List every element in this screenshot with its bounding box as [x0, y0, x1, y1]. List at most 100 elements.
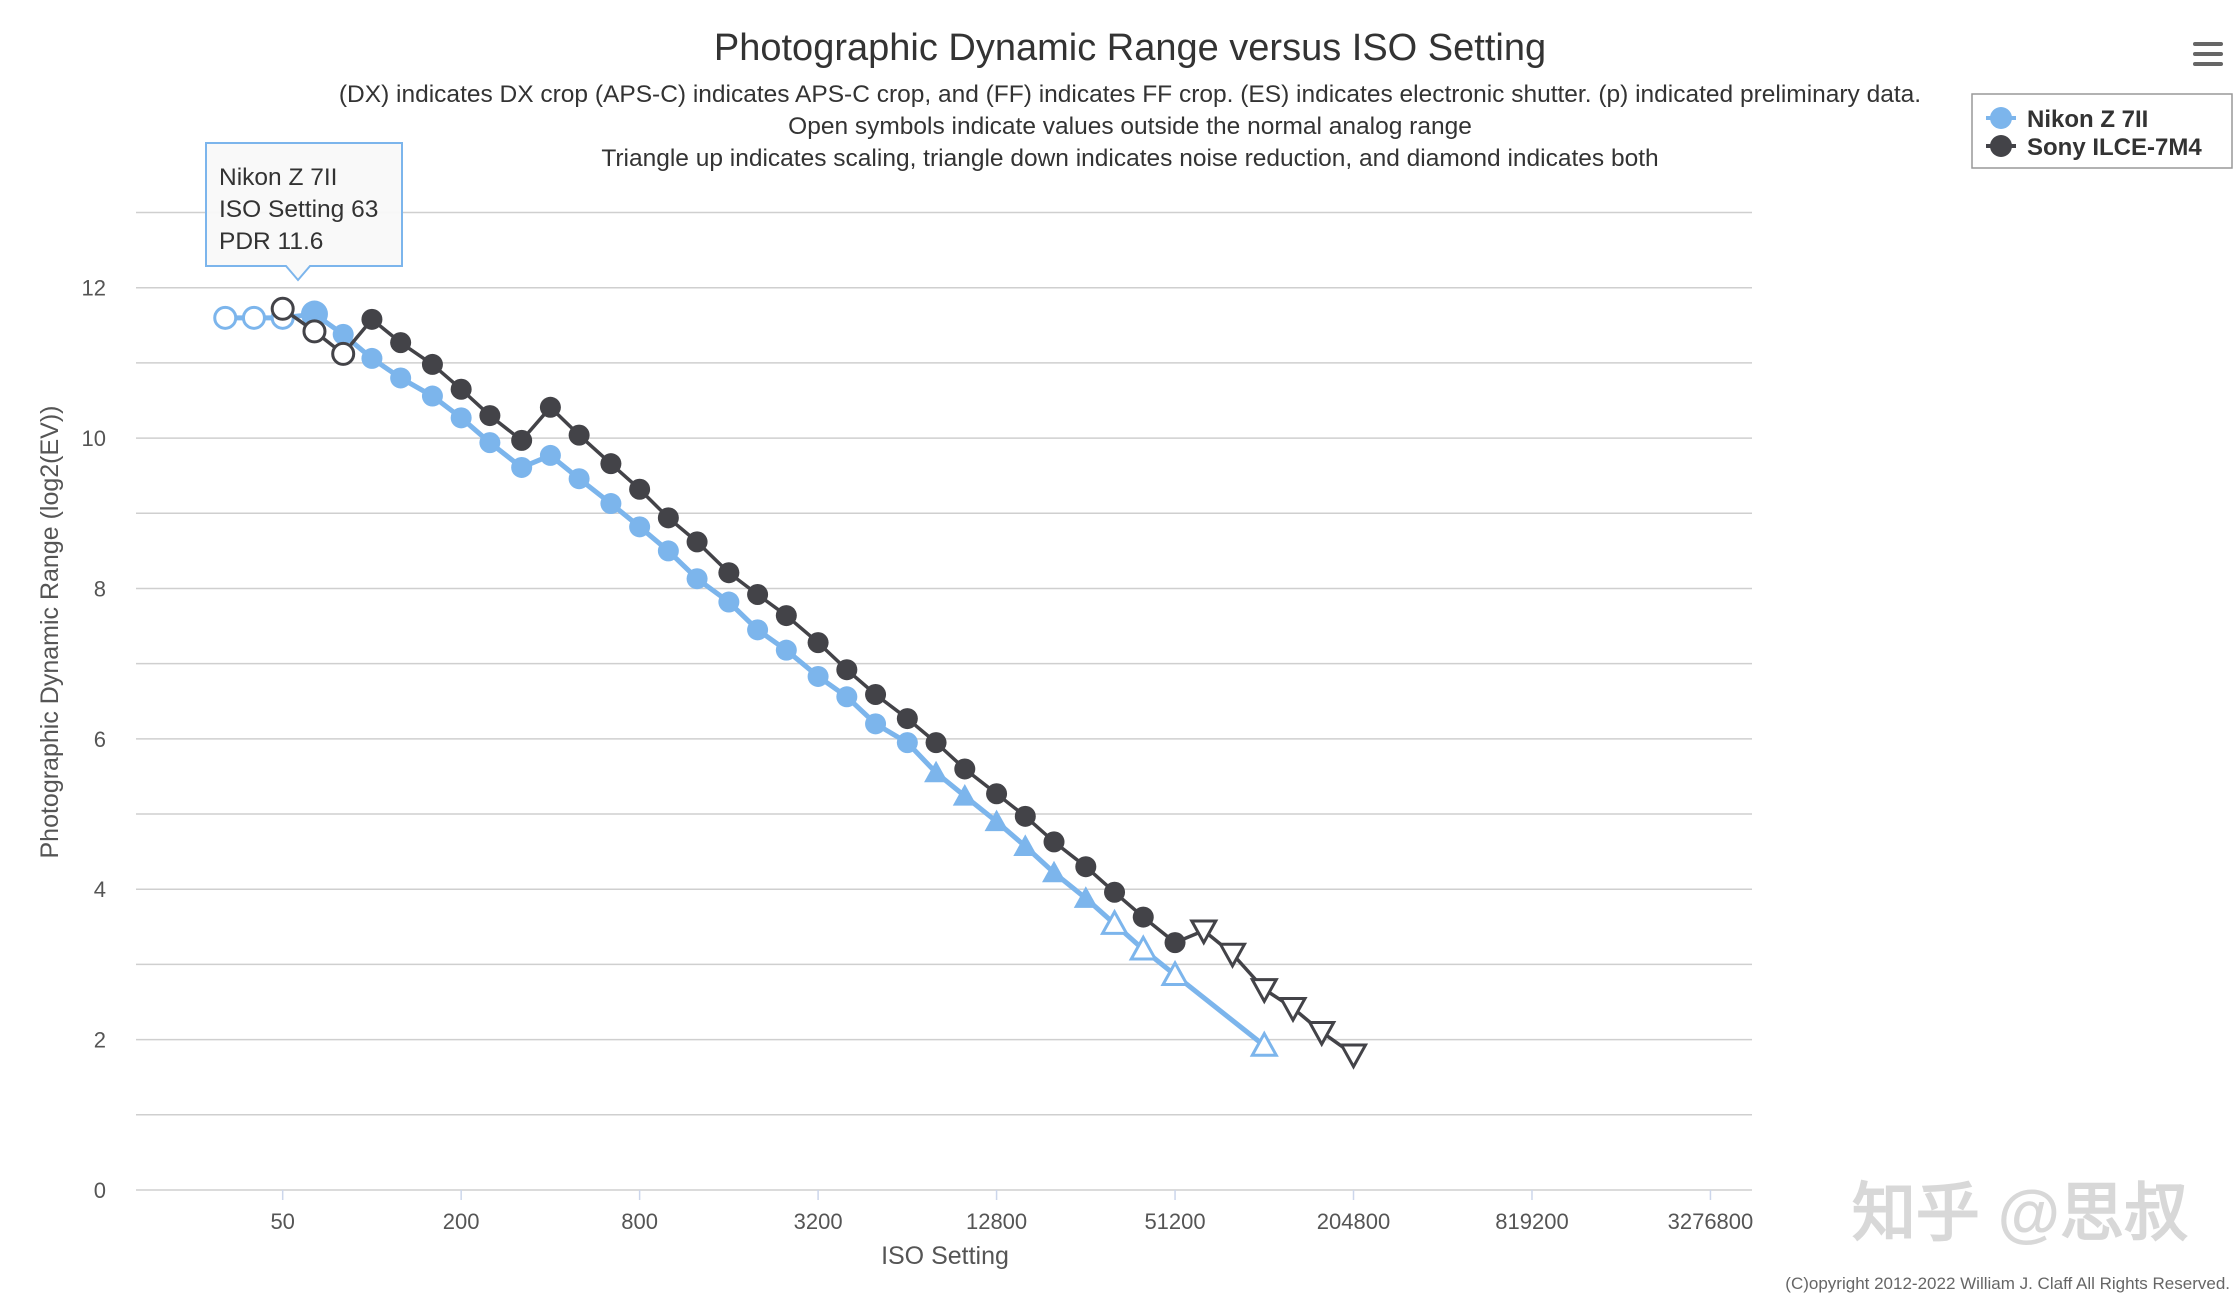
nikon-z7ii-point[interactable] [747, 619, 769, 641]
legend-marker-sony [1990, 135, 2012, 157]
nikon-z7ii-point[interactable] [568, 468, 590, 490]
nikon-z7ii-point[interactable] [450, 407, 472, 429]
x-tick-label: 3276800 [1668, 1209, 1754, 1234]
nikon-z7ii-point[interactable] [896, 732, 918, 754]
sony-ilce7m4-point[interactable] [747, 584, 769, 606]
nikon-z7ii-point[interactable] [629, 516, 651, 538]
x-tick-label: 3200 [794, 1209, 843, 1234]
sony-ilce7m4-point[interactable] [718, 562, 740, 584]
sony-ilce7m4-point[interactable] [865, 684, 887, 706]
sony-ilce7m4-point[interactable] [1189, 919, 1219, 946]
sony-ilce7m4-point[interactable] [925, 732, 947, 754]
legend-label-sony: Sony ILCE-7M4 [2027, 134, 2202, 161]
nikon-z7ii-point[interactable] [600, 493, 622, 515]
sony-ilce7m4-point[interactable] [331, 341, 356, 366]
sony-ilce7m4-point[interactable] [421, 353, 443, 375]
sony-ilce7m4-point[interactable] [657, 507, 679, 529]
nikon-z7ii-point[interactable] [241, 305, 266, 330]
sony-ilce7m4-point[interactable] [1164, 932, 1186, 954]
legend-marker-nikon [1990, 107, 2012, 129]
hamburger-menu-icon[interactable] [2190, 38, 2224, 72]
nikon-z7ii-point[interactable] [361, 347, 383, 369]
sony-ilce7m4-point[interactable] [807, 632, 829, 654]
sony-ilce7m4-point[interactable] [568, 424, 590, 446]
nikon-z7ii-point[interactable] [807, 665, 829, 687]
sony-ilce7m4-point[interactable] [686, 531, 708, 553]
y-tick-label: 8 [94, 576, 106, 601]
nikon-z7ii-point[interactable] [421, 385, 443, 407]
sony-ilce7m4-point[interactable] [1132, 906, 1154, 928]
sony-ilce7m4-point[interactable] [1249, 978, 1279, 1005]
nikon-z7ii-point[interactable] [1073, 886, 1098, 908]
chart-title: Photographic Dynamic Range versus ISO Se… [714, 27, 1546, 69]
legend-item-nikon[interactable]: Nikon Z 7II [1986, 106, 2148, 133]
nikon-z7ii-point[interactable] [775, 639, 797, 661]
sony-ilce7m4-point[interactable] [1278, 996, 1308, 1024]
nikon-z7ii-point[interactable] [1013, 834, 1038, 856]
nikon-z7ii-point[interactable] [1128, 934, 1158, 961]
sony-ilce7m4-point[interactable] [629, 478, 651, 500]
x-tick-label: 800 [621, 1209, 658, 1234]
nikon-z7ii-point[interactable] [657, 540, 679, 562]
sony-ilce7m4-point[interactable] [600, 453, 622, 475]
sony-ilce7m4-point[interactable] [1075, 856, 1097, 878]
sony-ilce7m4-point[interactable] [1104, 881, 1126, 903]
x-tick-label: 204800 [1317, 1209, 1390, 1234]
nikon-z7ii-point[interactable] [332, 323, 354, 345]
x-tick-label: 200 [443, 1209, 480, 1234]
nikon-z7ii-point[interactable] [984, 809, 1009, 832]
x-tick-label: 51200 [1144, 1209, 1205, 1234]
nikon-z7ii-point[interactable] [511, 456, 533, 478]
sony-ilce7m4-point[interactable] [302, 319, 327, 344]
y-tick-label: 4 [94, 877, 106, 902]
y-tick-label: 6 [94, 727, 106, 752]
sony-ilce7m4-point[interactable] [1307, 1021, 1337, 1048]
nikon-z7ii-point[interactable] [300, 300, 328, 328]
sony-ilce7m4-point[interactable] [479, 405, 501, 427]
copyright-text: (C)opyright 2012-2022 William J. Claff A… [1785, 1274, 2230, 1293]
nikon-z7ii-point[interactable] [479, 432, 501, 454]
tooltip: Nikon Z 7II ISO Setting 63 PDR 11.6 [205, 142, 403, 282]
y-axis-ticks: 0 2 4 6 8 10 12 [82, 276, 106, 1203]
sony-ilce7m4-point[interactable] [361, 308, 383, 330]
nikon-z7ii-point[interactable] [1042, 860, 1067, 883]
series-line-nikon-z7ii [225, 311, 1266, 1048]
nikon-z7ii-point[interactable] [686, 568, 708, 590]
nikon-z7ii-point[interactable] [1099, 908, 1130, 935]
sony-ilce7m4-point[interactable] [896, 708, 918, 730]
sony-ilce7m4-point[interactable] [1338, 1043, 1369, 1070]
nikon-z7ii-point[interactable] [952, 784, 977, 806]
nikon-z7ii-point[interactable] [924, 760, 949, 783]
x-tick-label: 12800 [966, 1209, 1027, 1234]
sony-ilce7m4-point[interactable] [954, 758, 976, 780]
nikon-z7ii-point[interactable] [865, 713, 887, 735]
sony-ilce7m4-point[interactable] [390, 332, 412, 354]
tooltip-iso: ISO Setting 63 [219, 196, 378, 223]
tooltip-pdr: PDR 11.6 [219, 228, 323, 255]
nikon-z7ii-point[interactable] [1160, 959, 1190, 987]
sony-ilce7m4-point[interactable] [836, 659, 858, 681]
nikon-z7ii-point[interactable] [390, 367, 412, 389]
chart-subtitle-line-2: Open symbols indicate values outside the… [788, 113, 1472, 140]
sony-ilce7m4-point[interactable] [511, 429, 533, 451]
sony-ilce7m4-point[interactable] [539, 396, 561, 418]
sony-ilce7m4-point[interactable] [450, 378, 472, 400]
sony-ilce7m4-point[interactable] [775, 605, 797, 627]
sony-ilce7m4-point[interactable] [1217, 942, 1248, 969]
nikon-z7ii-point[interactable] [718, 591, 740, 613]
tooltip-series: Nikon Z 7II [219, 164, 337, 191]
sony-ilce7m4-point[interactable] [1014, 805, 1036, 827]
nikon-z7ii-point[interactable] [539, 444, 561, 466]
sony-ilce7m4-point[interactable] [986, 783, 1008, 805]
chart-legend: Nikon Z 7II Sony ILCE-7M4 [1971, 93, 2233, 169]
sony-ilce7m4-point[interactable] [270, 296, 295, 321]
legend-item-sony[interactable]: Sony ILCE-7M4 [1986, 134, 2202, 161]
y-tick-label: 12 [82, 276, 106, 301]
nikon-z7ii-point[interactable] [1249, 1030, 1279, 1057]
nikon-z7ii-point[interactable] [213, 305, 238, 330]
nikon-z7ii-point[interactable] [836, 686, 858, 708]
sony-ilce7m4-point[interactable] [1043, 831, 1065, 853]
x-tick-label: 819200 [1495, 1209, 1568, 1234]
series-layer [213, 296, 1369, 1070]
legend-label-nikon: Nikon Z 7II [2027, 106, 2148, 133]
